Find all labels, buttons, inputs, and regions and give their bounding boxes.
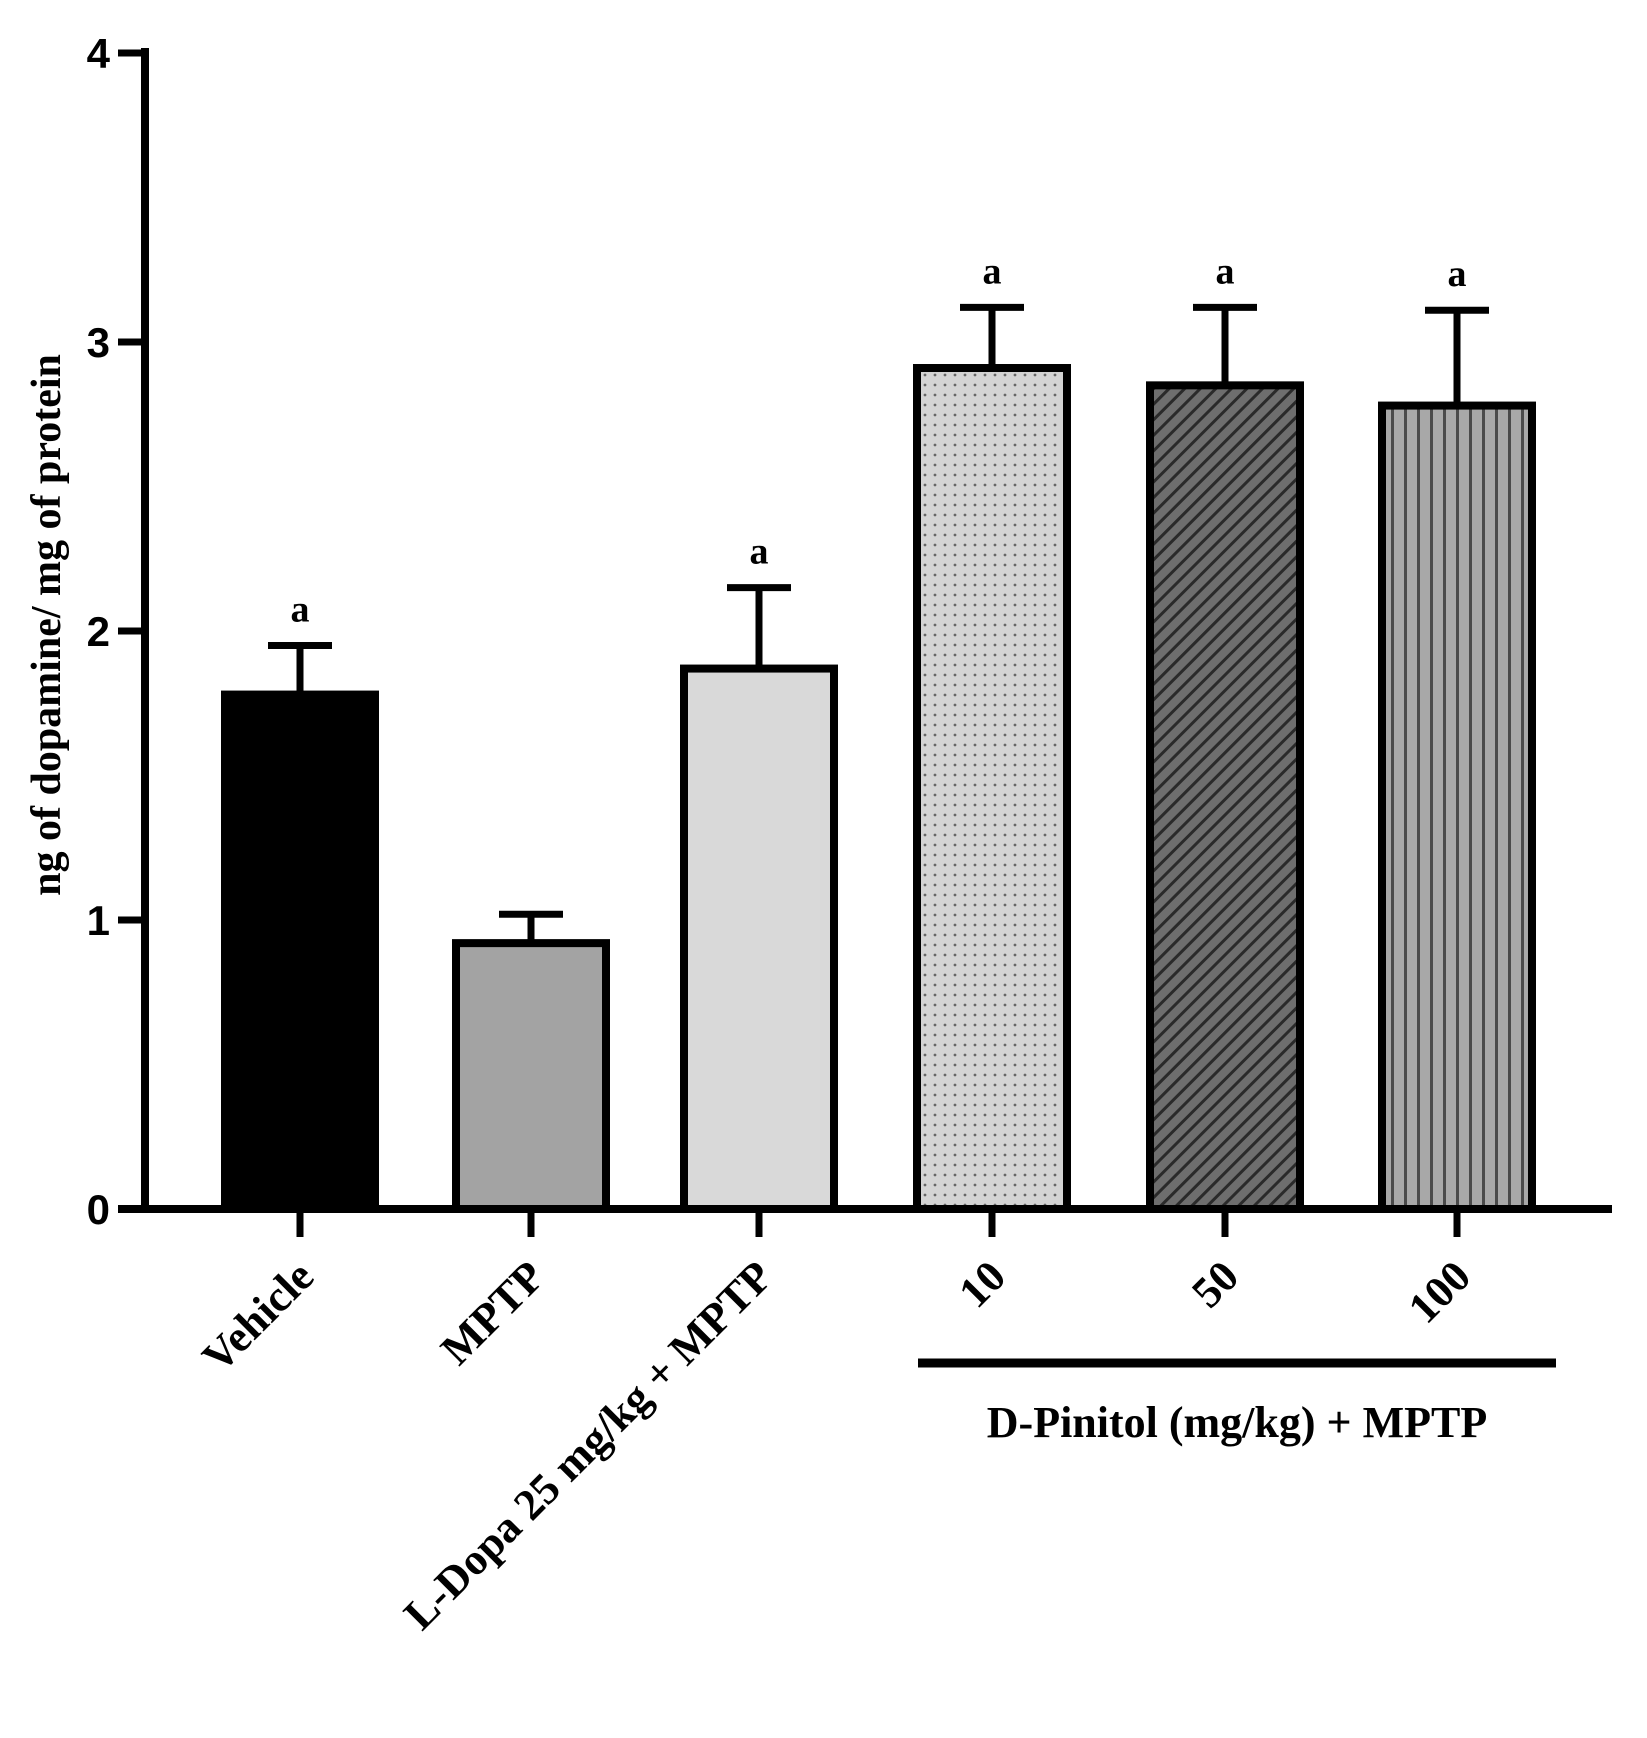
category-label-3: L-Dopa 25 mg/kg + MPTP xyxy=(394,1251,782,1639)
category-label-1: Vehicle xyxy=(193,1251,323,1381)
bar-5 xyxy=(1146,381,1304,1214)
bar-6 xyxy=(1378,401,1536,1213)
significance-mark-1: a xyxy=(291,588,310,630)
y-axis-label: ng of dopamine/ mg of protein xyxy=(24,354,70,896)
y-tick-label-1: 1 xyxy=(87,897,110,944)
bar-2 xyxy=(452,939,610,1213)
error-bar-3 xyxy=(727,584,791,669)
error-bar-4 xyxy=(960,303,1024,369)
bar-1 xyxy=(221,690,379,1213)
bar-3 xyxy=(680,664,838,1213)
error-bar-5 xyxy=(1193,303,1257,386)
y-tick-label-0: 0 xyxy=(87,1186,110,1233)
y-tick-label-2: 2 xyxy=(87,608,110,655)
significance-mark-4: a xyxy=(983,250,1002,292)
significance-mark-3: a xyxy=(750,531,769,573)
significance-mark-6: a xyxy=(1448,253,1467,295)
group-label: D-Pinitol (mg/kg) + MPTP xyxy=(987,1398,1487,1447)
error-bar-6 xyxy=(1425,306,1489,406)
y-tick-label-3: 3 xyxy=(87,319,110,366)
significance-mark-5: a xyxy=(1216,250,1235,292)
category-label-4: 10 xyxy=(949,1251,1015,1317)
error-bar-1 xyxy=(268,641,332,695)
category-label-5: 50 xyxy=(1182,1251,1248,1317)
bar-4 xyxy=(913,364,1071,1213)
category-label-2: MPTP xyxy=(431,1251,554,1374)
category-label-6: 100 xyxy=(1399,1251,1480,1332)
y-tick-label-4: 4 xyxy=(87,30,111,77)
error-bar-2 xyxy=(499,910,563,944)
